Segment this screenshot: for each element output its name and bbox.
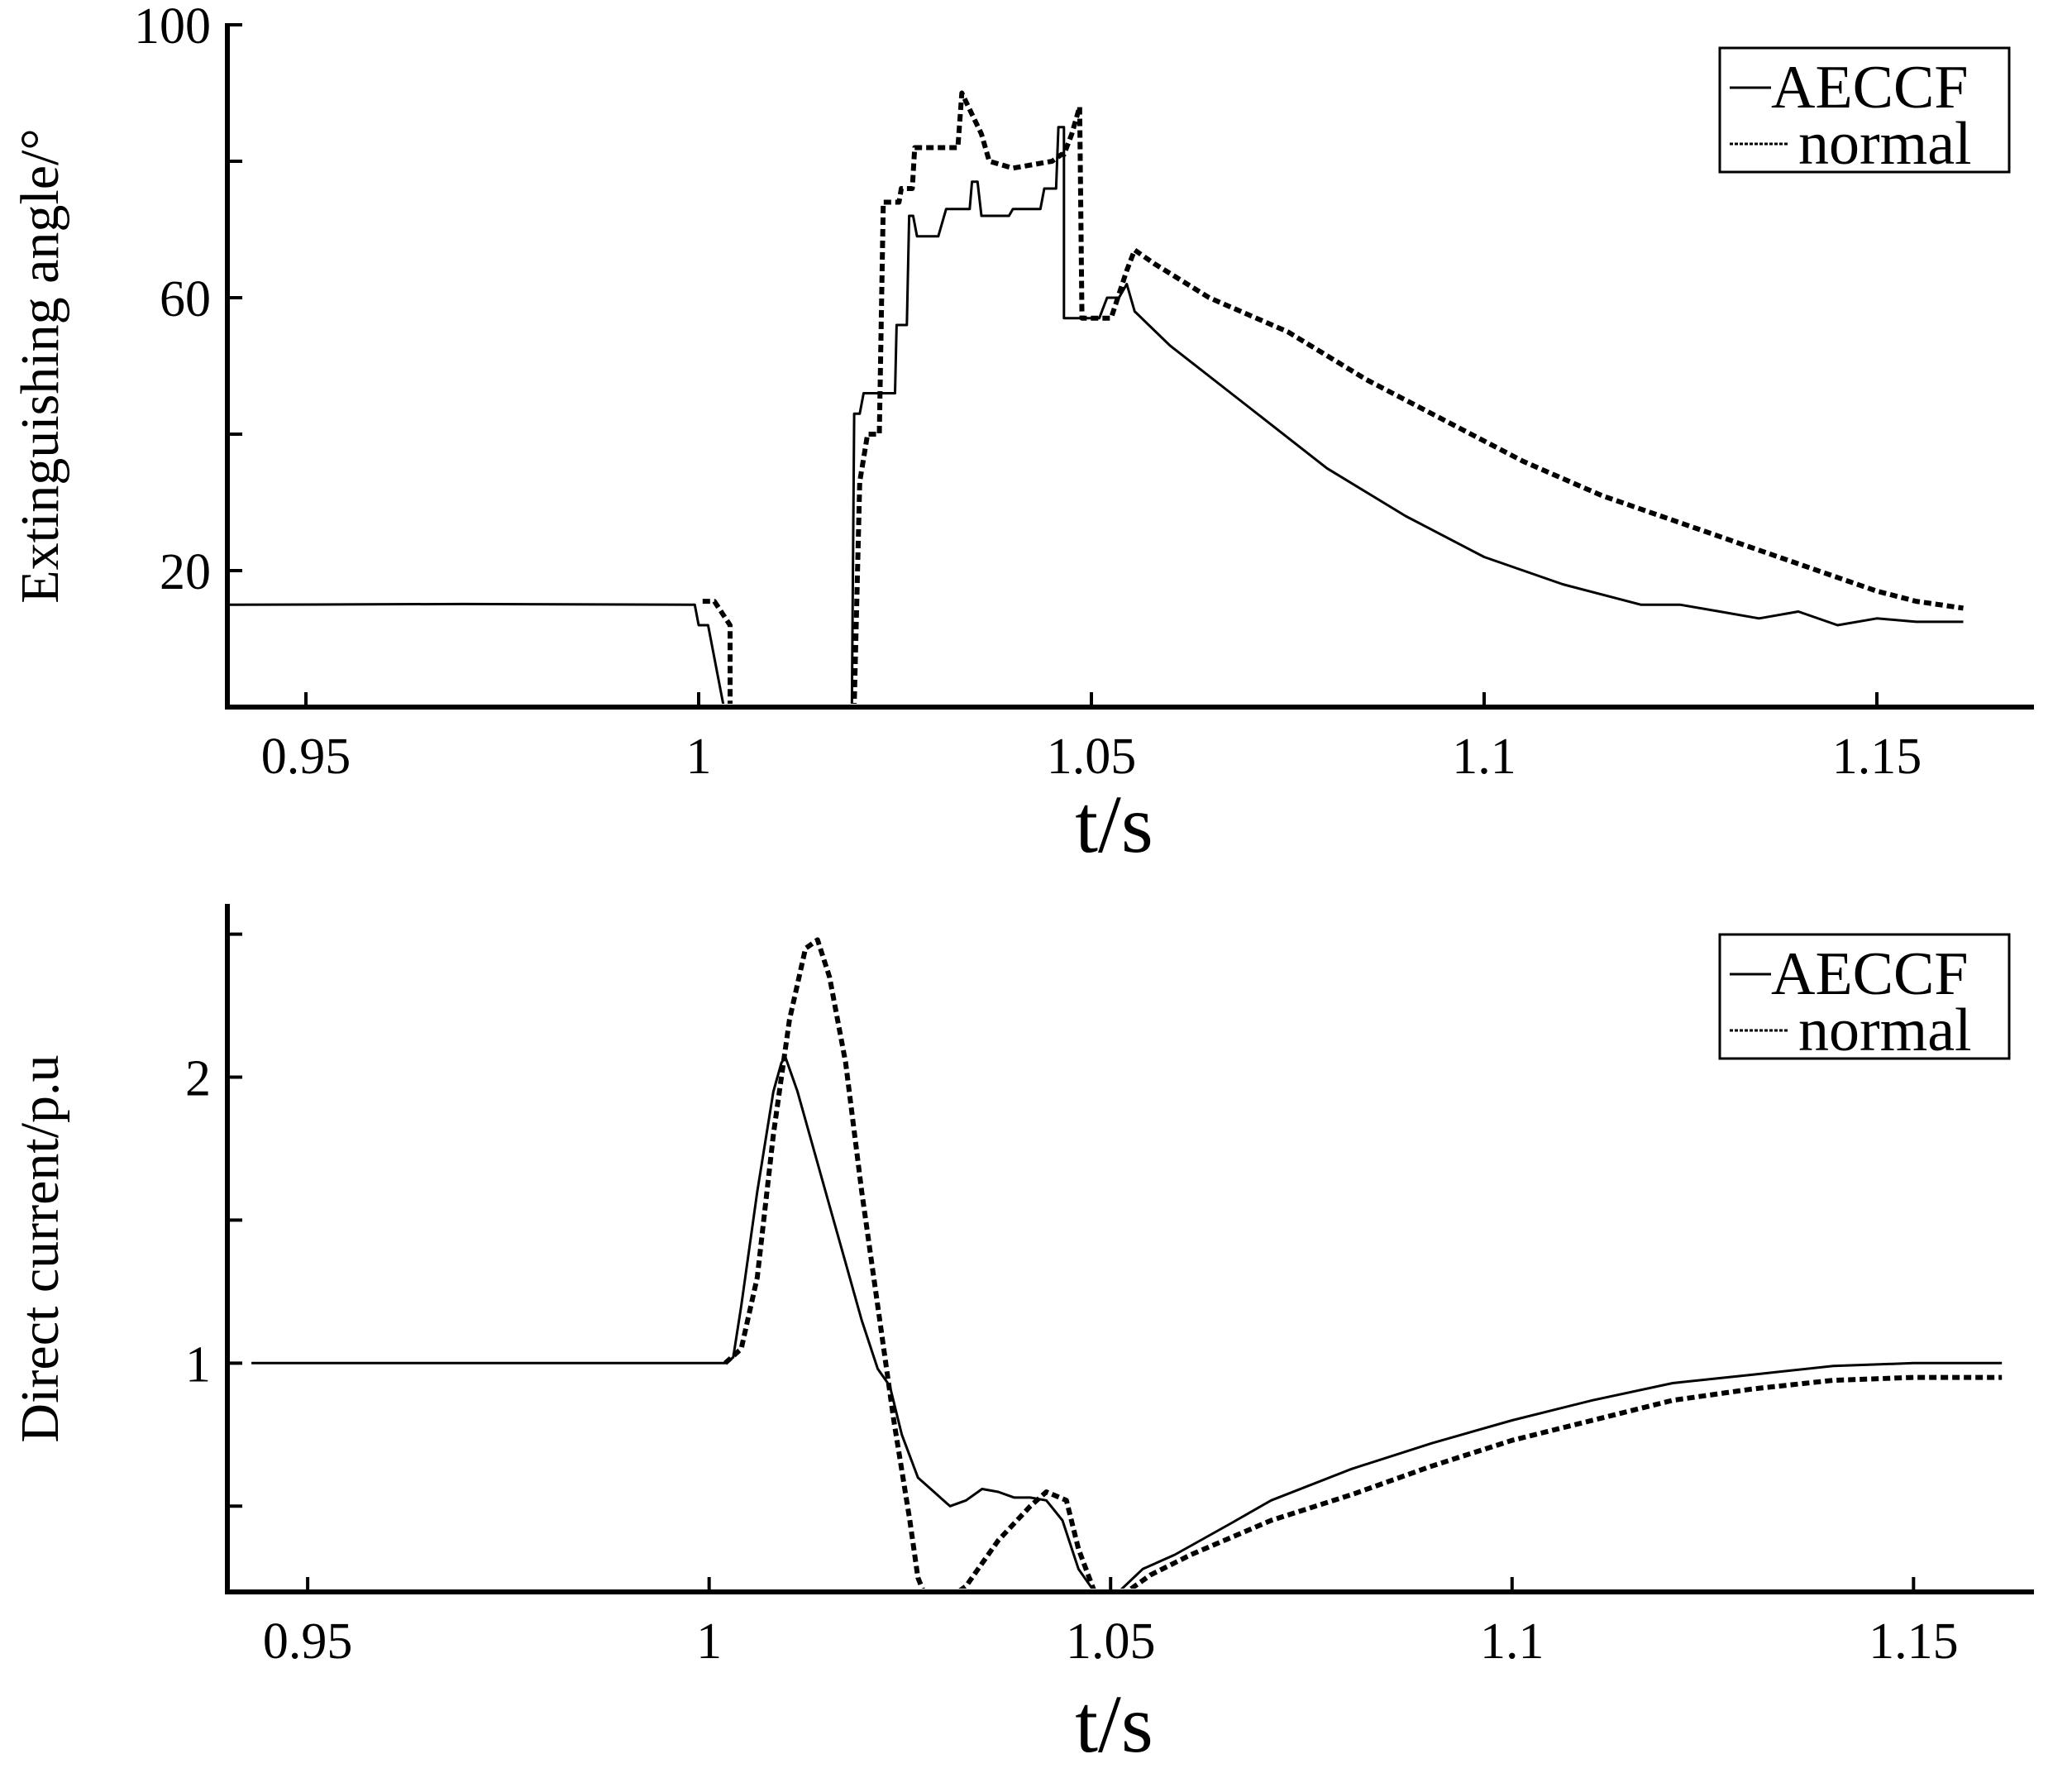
- legend-label: AECCF: [1771, 54, 1969, 122]
- legend-box: [1718, 46, 2011, 174]
- x-tick-label: 1.05: [1066, 1613, 1156, 1670]
- legend-label: AECCF: [1771, 940, 1969, 1008]
- legend-box: [1718, 933, 2011, 1060]
- series-line-normal: [723, 937, 2003, 1589]
- x-tick-label: 1: [686, 729, 712, 785]
- x-tick-label: 1.1: [1452, 729, 1516, 785]
- x-axis-title: t/s: [1075, 1678, 1153, 1770]
- y-tick-label: 2: [185, 1051, 211, 1107]
- x-tick-label: 1.15: [1869, 1613, 1959, 1670]
- direct-current-panel: 0.95 1 1.05 1.1 1.15 1 2 t/s Direct current/p.u A…: [10, 904, 2034, 1770]
- y-axis-title: Direct current/p.u: [10, 1054, 70, 1442]
- x-axis-title: t/s: [1075, 778, 1153, 870]
- legend-label: normal: [1798, 997, 1972, 1064]
- legend-label: normal: [1798, 110, 1972, 178]
- x-tick-label: 1.1: [1480, 1613, 1544, 1670]
- extinguishing-angle-panel: 0.95 1 1.05 1.1 1.15 20 60 100 t/s Extinguishing …: [10, 0, 2034, 870]
- x-tick-label: 0.95: [261, 729, 351, 785]
- series-line-normal: [702, 90, 1964, 704]
- y-tick-label: 20: [160, 544, 211, 600]
- x-tick-label: 1.15: [1832, 729, 1922, 785]
- y-tick-label: 60: [160, 271, 211, 327]
- y-axis-title: Extinguishing angle/°: [10, 128, 70, 604]
- x-tick-label: 0.95: [263, 1613, 353, 1670]
- series-line-aeccf: [251, 1055, 2003, 1589]
- series-line-aeccf: [227, 126, 1964, 704]
- y-tick-label: 1: [185, 1336, 211, 1393]
- x-tick-label: 1.05: [1047, 729, 1137, 785]
- y-tick-label: 100: [134, 0, 211, 55]
- x-tick-label: 1: [696, 1613, 722, 1670]
